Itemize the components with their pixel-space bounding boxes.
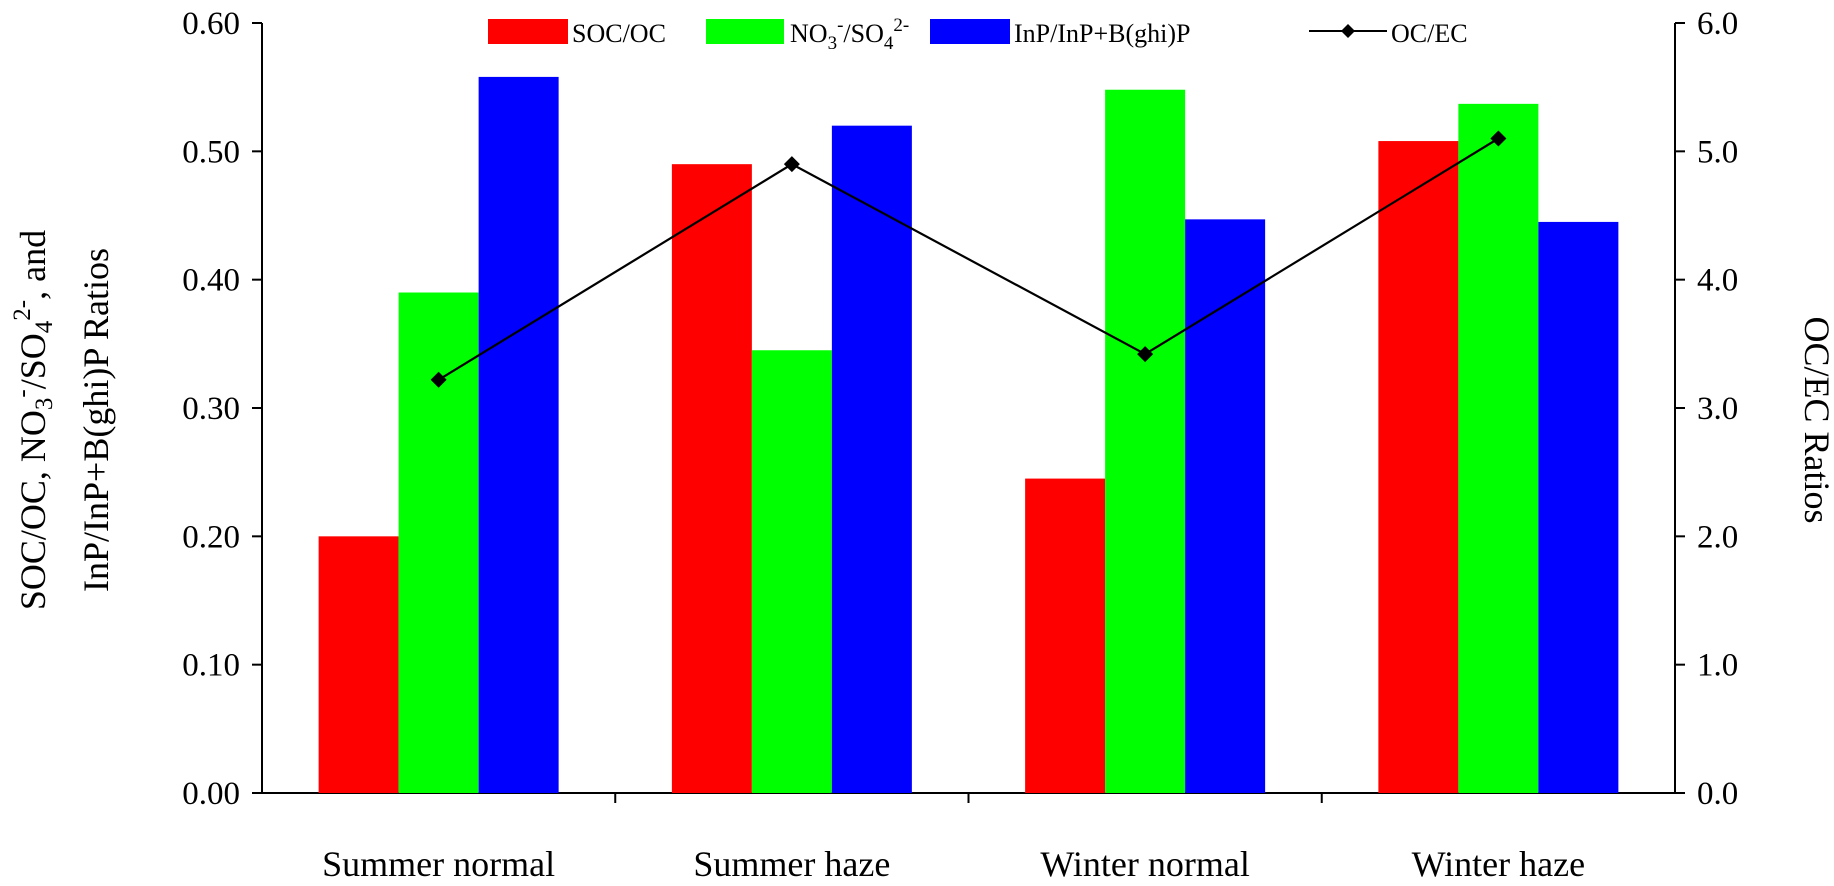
category-label: Winter haze xyxy=(1412,844,1585,884)
left-tick-label: 0.00 xyxy=(182,776,240,812)
marker-oc-ec-1 xyxy=(783,156,800,173)
line-series xyxy=(430,130,1507,388)
left-tick-label: 0.40 xyxy=(182,263,240,299)
marker-oc-ec-2 xyxy=(1137,346,1154,363)
legend-swatch-no3-so4 xyxy=(706,19,784,44)
bar-soc-oc-2 xyxy=(1025,478,1106,793)
left-tick-label: 0.10 xyxy=(182,648,240,684)
left-tick-label: 0.30 xyxy=(182,391,240,427)
bar-inp-inp-b-ghi-p-3 xyxy=(1538,221,1619,793)
bar-soc-oc-3 xyxy=(1378,141,1459,794)
right-tick-label: 6.0 xyxy=(1697,6,1738,42)
ticks: 0.00 0.10 0.20 0.30 0.40 0.50 0.60 0.0 1.0 2.0 3.0… xyxy=(182,6,1738,812)
left-tick-label: 0.20 xyxy=(182,519,240,555)
line-oc-ec xyxy=(438,137,1499,381)
left-tick-label: 0.50 xyxy=(182,134,240,170)
category-label: Winter normal xyxy=(1040,844,1249,884)
legend-label-inp: InP/InP+B(ghi)P xyxy=(1014,19,1190,48)
category-label: Summer haze xyxy=(693,844,890,884)
left-axis-title-line2: InP/InP+B(ghi)P Ratios xyxy=(76,248,116,592)
legend-label-soc-oc: SOC/OC xyxy=(572,19,666,48)
right-tick-label: 2.0 xyxy=(1697,519,1738,555)
bar-inp-inp-b-ghi-p-2 xyxy=(1185,219,1266,794)
left-tick-label: 0.60 xyxy=(182,6,240,42)
category-label: Summer normal xyxy=(322,844,555,884)
right-tick-label: 0.0 xyxy=(1697,776,1738,812)
legend: SOC/OC NO3-/SO42- InP/InP+B(ghi)P OC/EC xyxy=(488,15,1468,54)
legend-marker-oc-ec xyxy=(1341,24,1355,38)
bar-no3-so42--3 xyxy=(1458,103,1539,794)
bar-no3-so42--1 xyxy=(751,350,832,793)
left-axis-title-line1: SOC/OC, NO3-/SO42-, and xyxy=(9,230,58,610)
bar-soc-oc-1 xyxy=(671,164,752,793)
bar-no3-so42--2 xyxy=(1105,89,1186,793)
legend-label-oc-ec: OC/EC xyxy=(1391,19,1468,48)
legend-swatch-inp xyxy=(930,19,1010,44)
right-axis-title: OC/EC Ratios xyxy=(1797,316,1834,523)
bar-inp-inp-b-ghi-p-0 xyxy=(478,76,559,793)
marker-oc-ec-0 xyxy=(430,371,447,388)
bar-inp-inp-b-ghi-p-1 xyxy=(831,125,912,793)
right-tick-label: 5.0 xyxy=(1697,134,1738,170)
right-tick-label: 4.0 xyxy=(1697,263,1738,299)
right-tick-label: 3.0 xyxy=(1697,391,1738,427)
category-labels: Summer normal Summer haze Winter normal Win… xyxy=(322,844,1585,884)
right-tick-label: 1.0 xyxy=(1697,648,1738,684)
marker-oc-ec-3 xyxy=(1490,130,1507,147)
legend-swatch-soc-oc xyxy=(488,19,568,44)
bar-no3-so42--0 xyxy=(398,292,479,793)
bar-soc-oc-0 xyxy=(318,536,399,793)
bars xyxy=(318,76,1619,794)
legend-label-no3-so4: NO3-/SO42- xyxy=(790,15,909,54)
